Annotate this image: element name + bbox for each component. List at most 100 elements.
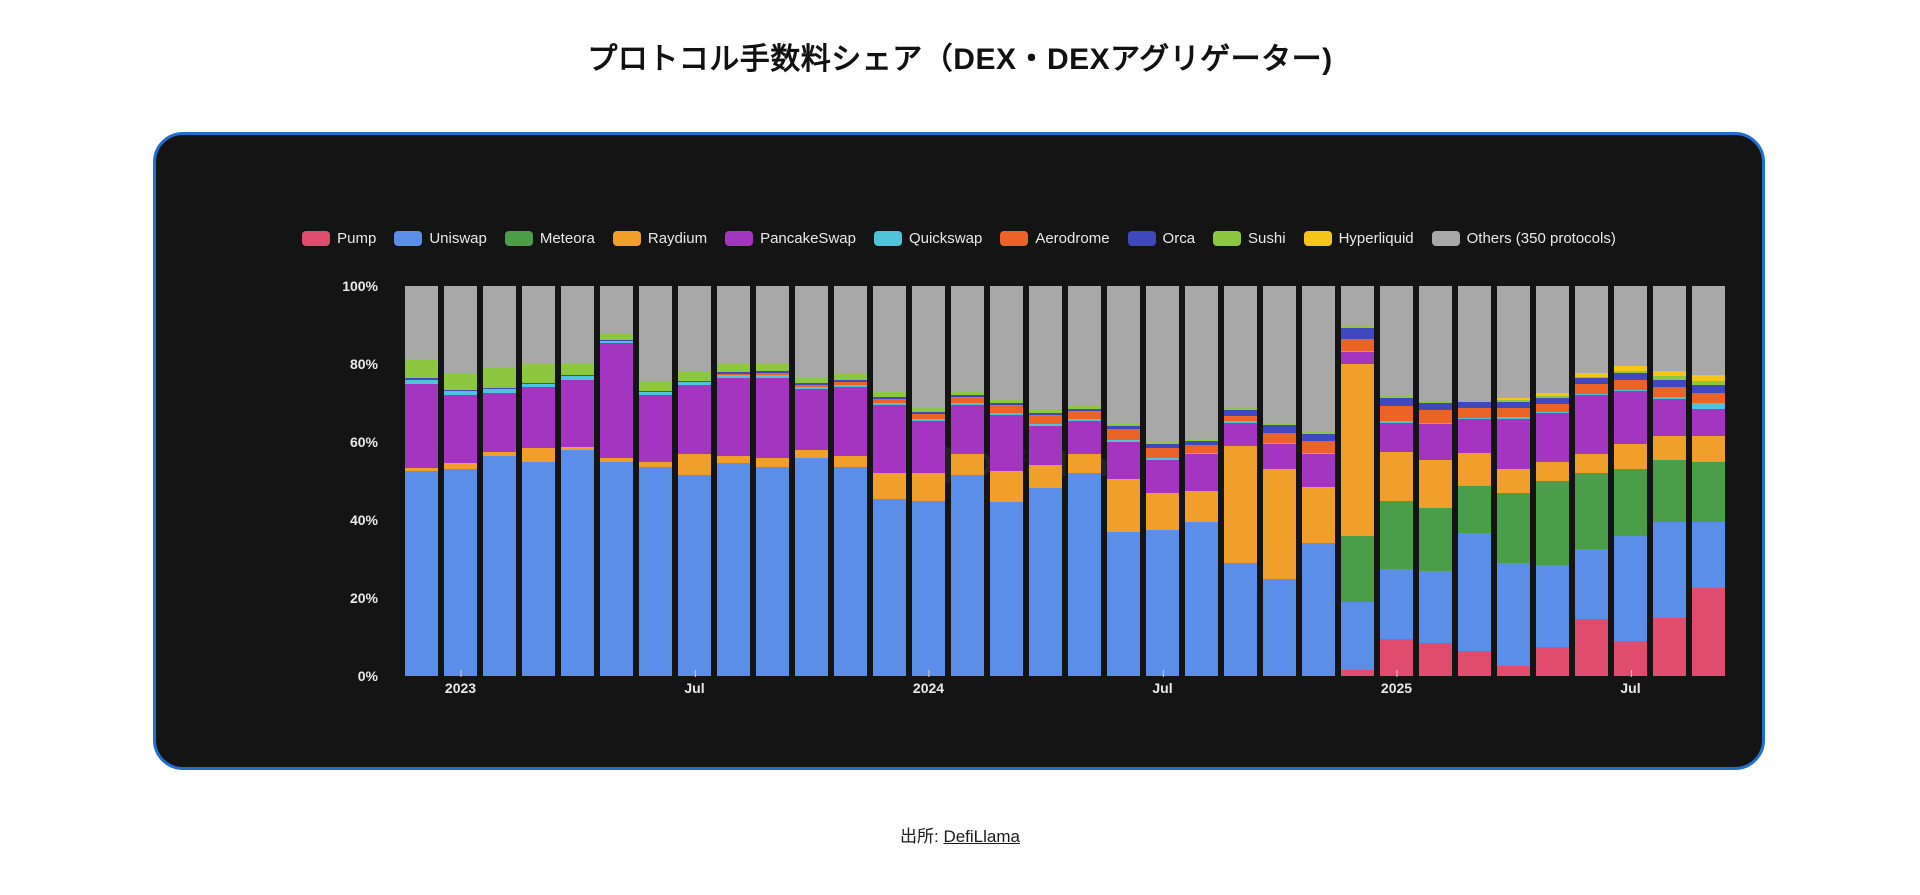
x-axis-tick-label: Jul	[1620, 670, 1641, 696]
legend-item-aerodrome[interactable]: Aerodrome	[1000, 231, 1110, 246]
bar-segment	[1575, 394, 1608, 396]
bar-segment	[1146, 529, 1179, 676]
legend-item-pancakeswap[interactable]: PancakeSwap	[725, 231, 856, 246]
bar-segment	[1068, 473, 1101, 676]
legend-item-sushi[interactable]: Sushi	[1213, 231, 1286, 246]
stacked-bar[interactable]	[483, 286, 516, 676]
bar-segment	[795, 457, 828, 676]
bar-segment	[1692, 393, 1725, 404]
bar-segment	[1458, 400, 1491, 403]
bar-segment	[795, 286, 828, 378]
bar-segment	[1653, 397, 1686, 400]
bar-segment	[1419, 424, 1452, 460]
legend-item-label: Pump	[337, 230, 377, 247]
bar-segment	[1497, 418, 1530, 470]
bar-segment	[1614, 391, 1647, 444]
stacked-bar[interactable]	[1224, 286, 1257, 676]
bar-segment	[1536, 286, 1569, 394]
stacked-bar[interactable]	[1029, 286, 1062, 676]
bar-segment	[1341, 351, 1374, 353]
bar-segment	[756, 374, 789, 378]
stacked-bar[interactable]	[639, 286, 672, 676]
bar-segment	[1302, 543, 1335, 676]
stacked-bar[interactable]	[834, 286, 867, 676]
stacked-bar[interactable]	[756, 286, 789, 676]
stacked-bar[interactable]	[405, 286, 438, 676]
bar-segment	[717, 373, 750, 375]
bar-segment	[990, 502, 1023, 676]
legend-item-raydium[interactable]: Raydium	[612, 230, 708, 247]
stacked-bar[interactable]	[1068, 286, 1101, 676]
bar-segment	[1497, 417, 1530, 419]
legend-item-label: Uniswap	[429, 230, 487, 247]
stacked-bar[interactable]	[1653, 286, 1686, 676]
bar-segment	[1107, 442, 1140, 480]
bar-segment	[834, 286, 867, 375]
bar-segment	[834, 385, 867, 388]
stacked-bar[interactable]	[951, 286, 984, 676]
bar-segment	[1419, 508, 1452, 571]
legend-item-others-350-protocols[interactable]: Others (350 protocols)	[1431, 231, 1616, 246]
bar-segment	[405, 471, 438, 676]
legend-item-quickswap[interactable]: Quickswap	[873, 231, 982, 246]
bar-segment	[600, 334, 633, 340]
stacked-bar[interactable]	[1614, 286, 1647, 676]
stacked-bar[interactable]	[522, 286, 555, 676]
stacked-bar[interactable]	[912, 286, 945, 676]
stacked-bar[interactable]	[1341, 286, 1374, 676]
stacked-bar[interactable]	[1146, 286, 1179, 676]
stacked-bar[interactable]	[1419, 286, 1452, 676]
source-link[interactable]: DefiLlama	[943, 827, 1020, 846]
bar-segment	[873, 392, 906, 397]
legend-item-meteora[interactable]: Meteora	[504, 231, 595, 246]
stacked-bar[interactable]	[1458, 286, 1491, 676]
bar-segment	[1302, 440, 1335, 453]
stacked-bar[interactable]	[561, 286, 594, 676]
legend-item-pump[interactable]: Pump	[302, 231, 376, 246]
bar-segment	[1458, 402, 1491, 409]
stacked-bar[interactable]	[1536, 286, 1569, 676]
bar-segment	[1536, 412, 1569, 462]
bar-segment	[678, 286, 711, 372]
bar-segment	[1380, 500, 1413, 569]
legend-item-orca[interactable]: Orca	[1127, 231, 1195, 246]
stacked-bar[interactable]	[678, 286, 711, 676]
stacked-bar[interactable]	[600, 286, 633, 676]
stacked-bar[interactable]	[1302, 286, 1335, 676]
bar-segment	[717, 377, 750, 456]
stacked-bar[interactable]	[990, 286, 1023, 676]
stacked-bar[interactable]	[717, 286, 750, 676]
bar-segment	[951, 286, 984, 392]
stacked-bar[interactable]	[795, 286, 828, 676]
stacked-bar[interactable]	[1185, 286, 1218, 676]
stacked-bar[interactable]	[1692, 286, 1725, 676]
bar-segment	[1536, 564, 1569, 647]
bar-segment	[756, 373, 789, 375]
stacked-bar[interactable]	[1380, 286, 1413, 676]
stacked-bar[interactable]	[1107, 286, 1140, 676]
chart-card: Pump Uniswap Meteora Raydium PancakeSwap Quic…	[153, 132, 1765, 770]
bar-segment	[795, 449, 828, 458]
bar-segment	[1692, 588, 1725, 676]
bar-segment	[561, 286, 594, 363]
bar-segment	[1458, 532, 1491, 651]
stacked-bar[interactable]	[1575, 286, 1608, 676]
bar-segment	[1029, 487, 1062, 676]
bar-segment	[912, 500, 945, 676]
legend-swatch-icon	[1303, 231, 1332, 246]
bars-container	[402, 286, 1728, 676]
stacked-bar[interactable]	[1497, 286, 1530, 676]
bar-segment	[1692, 380, 1725, 386]
stacked-bar[interactable]	[444, 286, 477, 676]
legend-item-label: Raydium	[647, 230, 708, 247]
stacked-bar[interactable]	[1263, 286, 1296, 676]
bar-segment	[1536, 481, 1569, 565]
stacked-bar[interactable]	[873, 286, 906, 676]
bar-segment	[1341, 364, 1374, 536]
bar-segment	[717, 455, 750, 464]
legend-item-hyperliquid[interactable]: Hyperliquid	[1303, 231, 1414, 246]
bar-segment	[1536, 397, 1569, 404]
bar-segment	[834, 374, 867, 381]
bar-segment	[1575, 619, 1608, 676]
legend-item-uniswap[interactable]: Uniswap	[394, 231, 487, 246]
